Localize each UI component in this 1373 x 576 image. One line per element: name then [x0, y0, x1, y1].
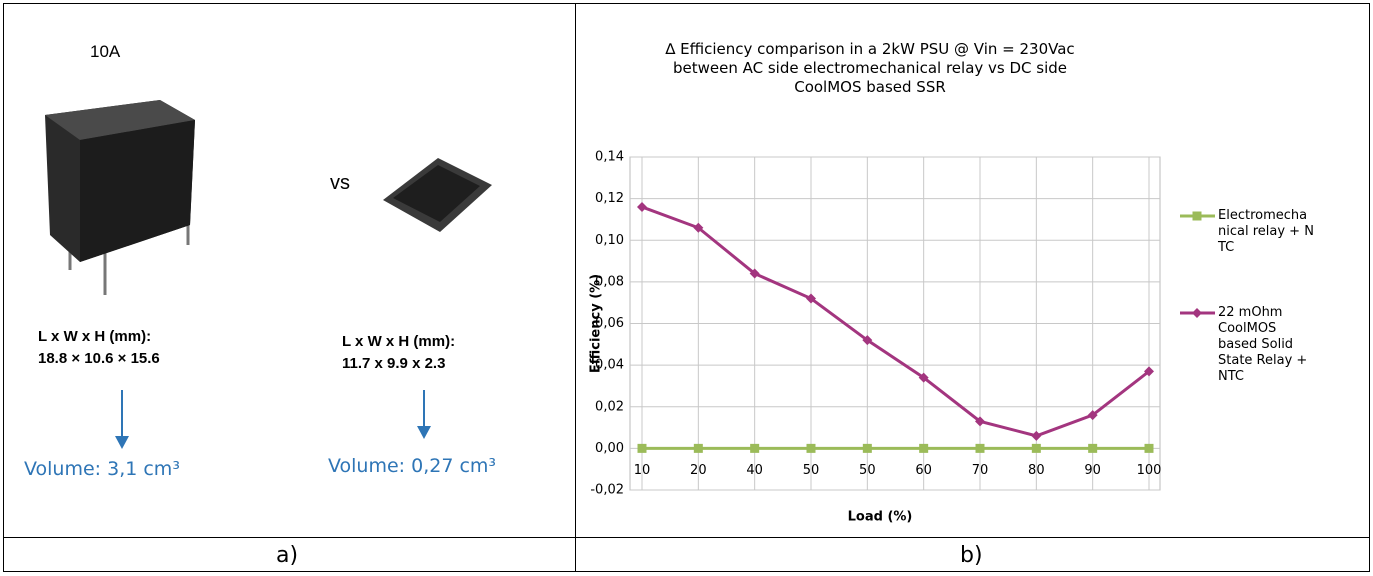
marker: [975, 443, 985, 453]
dims: 18.8 × 10.6 × 15.6: [38, 350, 160, 367]
marker: [1088, 443, 1098, 453]
rating: 10A: [90, 42, 121, 61]
marker: [1031, 443, 1041, 453]
volume: Volume: 0,27 cm³: [328, 455, 497, 477]
marker: [1087, 410, 1098, 421]
caption: a): [276, 543, 299, 568]
y-tick-label: 0,06: [595, 316, 624, 331]
legend-label: Electromechanical relay + NTC: [1218, 208, 1314, 255]
arrows: [115, 390, 431, 449]
vs-label: vs: [330, 172, 350, 194]
marker: [975, 416, 985, 427]
marker: [749, 268, 760, 279]
marker: [1031, 430, 1042, 441]
x-tick-label: 10: [634, 463, 651, 478]
marker: [1192, 211, 1202, 221]
y-tick-label: 0,02: [595, 399, 624, 414]
y-tick-label: 0,14: [595, 150, 624, 165]
y-tick-label: 0,00: [595, 441, 624, 456]
x-tick-label: 70: [972, 463, 989, 478]
legend-label: 22 mOhm CoolMOS based Solid State Relay …: [1218, 305, 1308, 384]
x-tick-label: 40: [746, 463, 763, 478]
series-line: [641, 205, 1150, 438]
marker: [1144, 443, 1154, 453]
volume: Volume: 3,1 cm³: [24, 458, 180, 480]
x-tick-label: 20: [690, 463, 707, 478]
y-axis-title: Efficiency (%): [589, 274, 604, 373]
x-tick-label: 60: [915, 463, 932, 478]
marker: [750, 443, 760, 453]
marker: [862, 443, 872, 453]
marker: [918, 372, 929, 383]
y-tick-label: 0,10: [595, 233, 624, 248]
dims: 11.7 x 9.9 x 2.3: [342, 355, 446, 372]
x-tick-label: 80: [1028, 463, 1045, 478]
marker: [862, 335, 873, 346]
x-tick-label: 50: [803, 463, 820, 478]
marker: [806, 293, 816, 304]
x-axis-title: Load (%): [848, 510, 913, 525]
marker: [1144, 366, 1154, 377]
y-tick-label: 0,08: [595, 274, 624, 289]
marker: [1192, 308, 1202, 318]
marker: [693, 222, 704, 233]
x-tick-label: 100: [1137, 463, 1162, 478]
x-tick-label: 50: [859, 463, 876, 478]
y-tick-label: 0,04: [595, 358, 624, 373]
relay-image: [45, 100, 195, 295]
marker: [637, 201, 647, 212]
y-tick-label: -0,02: [590, 483, 624, 498]
marker: [693, 443, 703, 453]
caption: b): [960, 543, 983, 568]
marker: [637, 443, 647, 453]
x-tick-label: 90: [1084, 463, 1101, 478]
chart-title: ∆ Efficiency comparison in a 2kW PSU @ V…: [665, 40, 1075, 96]
mosfet-image: [383, 158, 492, 232]
marker: [806, 443, 816, 453]
table-border: [3, 3, 1370, 572]
marker: [919, 443, 929, 453]
y-tick-label: 0,12: [595, 191, 624, 206]
dims-label: L x W x H (mm):: [38, 328, 152, 345]
dims-label: L x W x H (mm):: [342, 333, 456, 350]
